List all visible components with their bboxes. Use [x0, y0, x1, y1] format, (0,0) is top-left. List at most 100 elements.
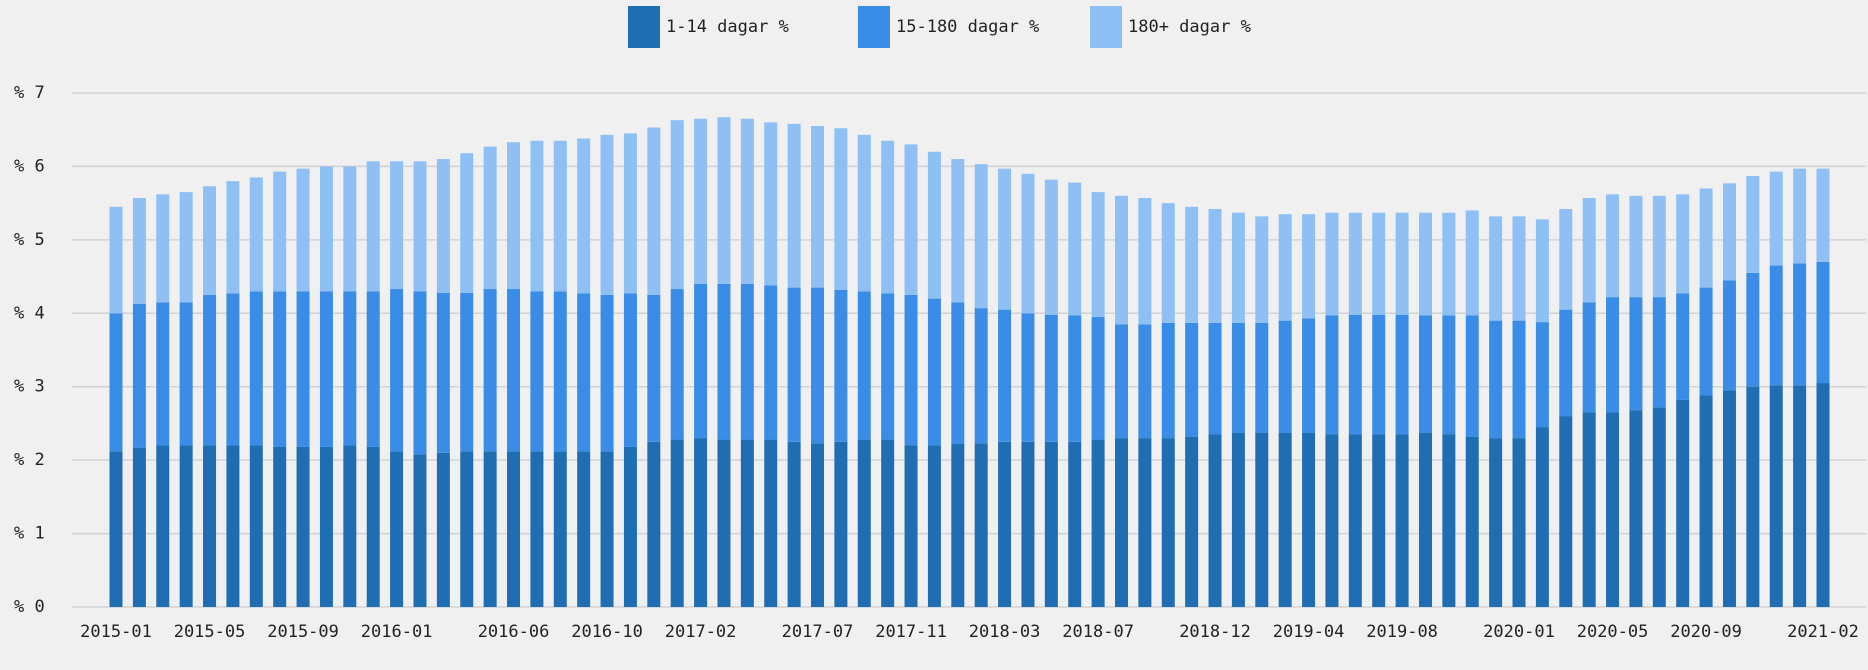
bar-segment [1559, 416, 1573, 607]
bar-segment [390, 289, 404, 452]
legend-label: 1-14 dagar % [666, 17, 789, 37]
bar-segment [226, 445, 240, 607]
bar-segment [1606, 297, 1620, 413]
bar-segment [413, 454, 427, 607]
bar-segment [1793, 385, 1807, 607]
bar-segment [179, 192, 193, 303]
bar-segment [647, 294, 661, 442]
bar-segment [249, 291, 263, 446]
bar-segment [951, 443, 965, 607]
bar-segment [740, 118, 754, 284]
bar-segment [1418, 315, 1432, 433]
bar-segment [296, 291, 310, 447]
bar-segment [436, 159, 450, 293]
bar-segment [1091, 316, 1105, 440]
bar-segment [1091, 192, 1105, 317]
bar-segment [483, 451, 497, 607]
bar-segment [881, 293, 895, 440]
bar-segment [1746, 386, 1760, 607]
bar-segment [740, 283, 754, 440]
x-tick-label: 2020-05 [1577, 622, 1649, 642]
bar-segment [1722, 183, 1736, 281]
bar-segment [1231, 432, 1245, 607]
bar-segment [1465, 436, 1479, 607]
x-tick-label: 2018-03 [969, 622, 1041, 642]
bar-segment [1816, 168, 1830, 262]
bar-segment [694, 283, 708, 439]
x-tick-label: 2015-05 [174, 622, 246, 642]
bar-segment [1348, 314, 1362, 435]
bar-segment [1512, 320, 1526, 439]
bar-segment [507, 451, 521, 607]
bar-segment [203, 186, 217, 295]
bar-segment [1348, 434, 1362, 607]
bar-segment [1231, 212, 1245, 323]
bar-segment [1769, 385, 1783, 607]
bar-segment [366, 446, 380, 607]
bar-segment [904, 144, 918, 295]
bar-segment [927, 151, 941, 299]
bar-segment [577, 138, 591, 294]
bar-segment [1278, 214, 1292, 321]
bar-segment [156, 194, 170, 303]
bar-segment [927, 445, 941, 607]
bar-segment [764, 439, 778, 607]
bar-segment [226, 293, 240, 446]
bar-segment [717, 117, 731, 284]
bar-segment [530, 451, 544, 607]
bar-segment [1535, 427, 1549, 607]
bar-segment [1793, 168, 1807, 264]
x-tick-label: 2020-09 [1670, 622, 1742, 642]
bar-segment [740, 439, 754, 607]
bar-segment [1138, 438, 1152, 607]
bar-segment [811, 287, 825, 444]
bar-segment [343, 445, 357, 607]
bar-segment [577, 293, 591, 452]
bar-segment [1044, 314, 1058, 442]
bar-segment [998, 441, 1012, 607]
x-tick-label: 2018-12 [1179, 622, 1251, 642]
bar-segment [553, 140, 567, 292]
bar-segment [1185, 206, 1199, 323]
bar-segment [1418, 212, 1432, 316]
bar-segment [1044, 179, 1058, 315]
y-tick-label: % 3 [14, 377, 45, 397]
bar-segment [764, 122, 778, 286]
bar-segment [1746, 272, 1760, 387]
bar-segment [1793, 263, 1807, 386]
bar-segment [1372, 314, 1386, 435]
bar-segment [974, 164, 988, 309]
bar-segment [530, 291, 544, 452]
bar-segment [1606, 194, 1620, 298]
y-tick-label: % 4 [14, 303, 45, 323]
bar-segment [1512, 438, 1526, 607]
bar-segment [109, 451, 123, 607]
bar-segment [1559, 209, 1573, 310]
x-tick-label: 2017-11 [875, 622, 947, 642]
bar-segment [366, 161, 380, 292]
y-tick-label: % 7 [14, 83, 45, 103]
bar-segment [647, 127, 661, 295]
bar-segment [1278, 320, 1292, 433]
bar-segment [1652, 407, 1666, 607]
legend-swatch [1090, 6, 1122, 48]
x-tick-label: 2019-04 [1273, 622, 1345, 642]
bar-segment [343, 166, 357, 292]
bar-segment [647, 441, 661, 607]
bar-segment [436, 452, 450, 607]
bar-segment [1231, 322, 1245, 433]
bar-segment [179, 302, 193, 446]
bar-segment [507, 142, 521, 290]
x-tick-label: 2015-01 [80, 622, 152, 642]
bar-segment [553, 451, 567, 607]
bar-segment [1161, 203, 1175, 323]
bar-segment [1699, 287, 1713, 396]
bar-segment [1372, 212, 1386, 315]
bar-segment [1091, 439, 1105, 607]
bar-segment [1816, 383, 1830, 607]
bar-segment [1325, 315, 1339, 435]
bar-segment [226, 181, 240, 294]
bar-segment [670, 439, 684, 607]
bar-segment [203, 445, 217, 607]
bar-segment [1465, 315, 1479, 437]
